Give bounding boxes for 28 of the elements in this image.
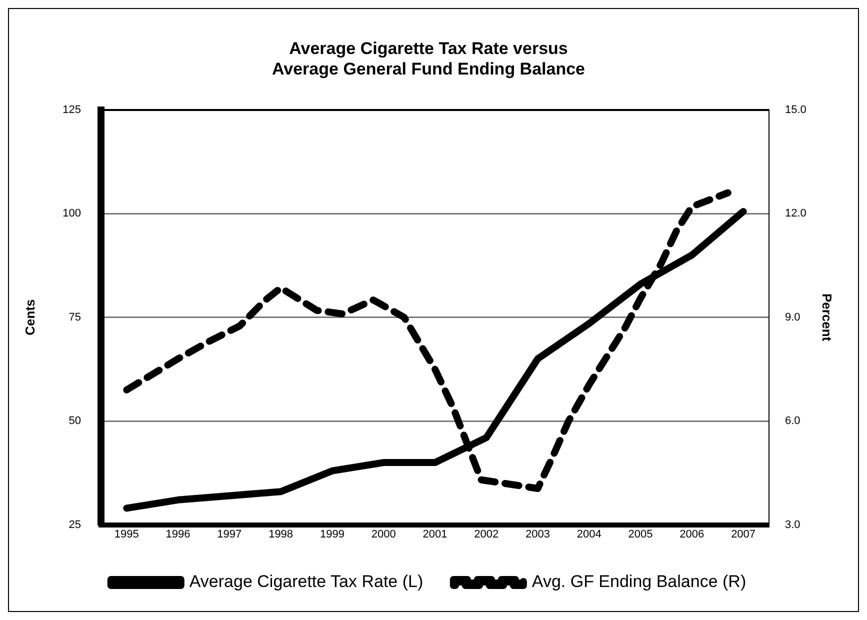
x-tick-label: 2000 xyxy=(371,528,396,540)
y2-tick-label: 3.0 xyxy=(784,518,800,531)
x-tick-label: 1998 xyxy=(268,528,294,540)
x-tick-label: 2007 xyxy=(731,528,756,540)
x-tick-label: 1997 xyxy=(217,528,242,540)
y2-tick-label: 12.0 xyxy=(784,208,806,220)
y2-tick-label: 6.0 xyxy=(784,415,800,428)
y-tick-label: 25 xyxy=(68,518,81,531)
y2-tick-label: 9.0 xyxy=(784,311,800,324)
y-tick-label: 125 xyxy=(62,104,81,116)
x-tick-label: 2004 xyxy=(576,528,602,540)
x-tick-label: 2005 xyxy=(628,528,653,540)
x-tick-label: 2006 xyxy=(680,528,704,540)
x-tick-label: 2002 xyxy=(474,528,499,540)
chart-title: Average Cigarette Tax Rate versus Average General Fund Ending Balance xyxy=(272,38,586,78)
x-tick-label: 1995 xyxy=(114,528,139,540)
x-tick-label: 2001 xyxy=(422,528,448,540)
x-tick-label: 1999 xyxy=(320,528,344,540)
y-axis-title: Cents xyxy=(22,299,38,336)
legend-label: Average Cigarette Tax Rate (L) xyxy=(189,572,424,592)
x-tick-label: 2003 xyxy=(526,528,550,540)
y-tick-label: 100 xyxy=(62,208,81,220)
legend-label: Avg. GF Ending Balance (R) xyxy=(532,572,746,592)
y-tick-label: 75 xyxy=(68,311,81,324)
y-tick-label: 50 xyxy=(68,415,81,428)
y2-tick-label: 15.0 xyxy=(784,104,806,116)
y2-axis-title: Percent xyxy=(820,293,835,342)
x-tick-label: 1996 xyxy=(166,528,190,540)
